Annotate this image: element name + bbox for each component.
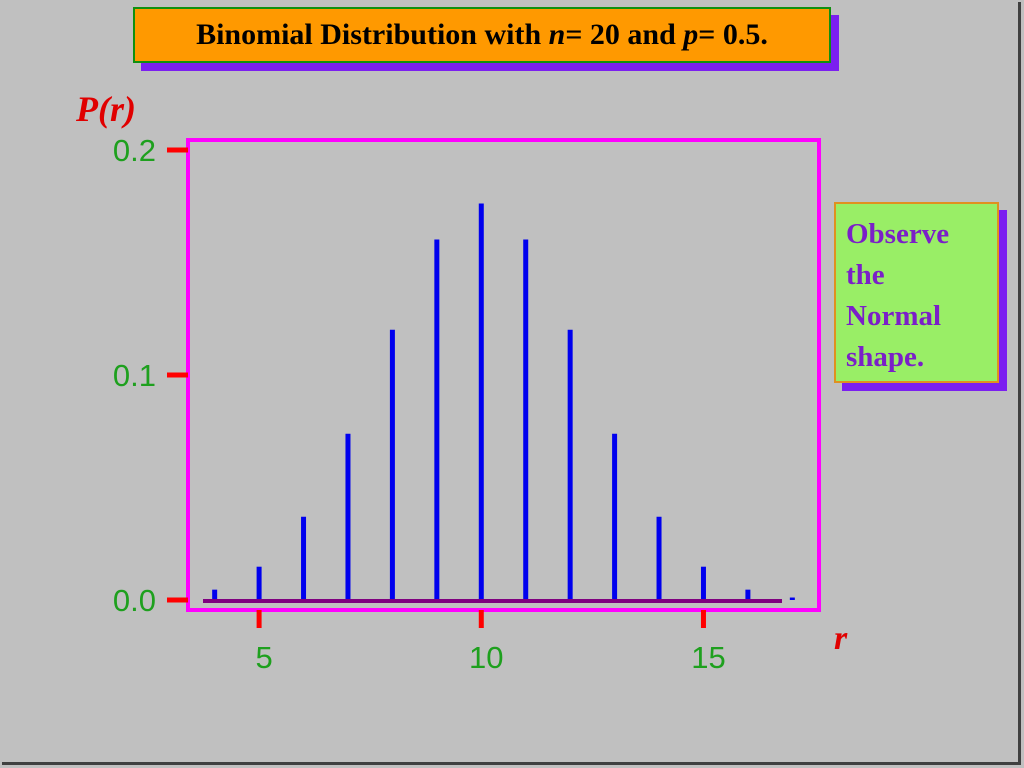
y-tick-label: 0.1: [113, 358, 156, 393]
x-tick-label: 15: [691, 640, 725, 675]
plot-frame: [186, 138, 821, 612]
chart-title: Binomial Distribution with n = 20 and p …: [133, 7, 831, 63]
title-p-variable: p: [683, 18, 699, 51]
title-n-part: = 20 and: [565, 18, 676, 51]
x-ticks-group: 5 10 15: [255, 610, 726, 675]
x-tick-label: 10: [469, 640, 503, 675]
title-prefix: Binomial Distribution with: [196, 18, 542, 51]
x-tick-label: 5: [255, 640, 272, 675]
x-axis-label: r: [834, 620, 848, 657]
y-axis-label: P(r): [76, 89, 136, 129]
title-p-part: = 0.5.: [698, 18, 768, 51]
y-ticks-group: 0.0 0.1 0.2: [113, 133, 188, 618]
bars-group: [212, 203, 795, 600]
note-box: Observe the Normal shape.: [834, 202, 999, 383]
note-line: the: [846, 259, 885, 291]
note-line: Observe: [846, 218, 950, 250]
note-line: Normal: [846, 300, 942, 332]
title-n-variable: n: [548, 18, 566, 51]
note-line: shape.: [846, 341, 925, 373]
y-tick-label: 0.0: [113, 583, 156, 618]
y-tick-label: 0.2: [113, 133, 156, 168]
note-text: Observe the Normal shape.: [846, 214, 996, 378]
